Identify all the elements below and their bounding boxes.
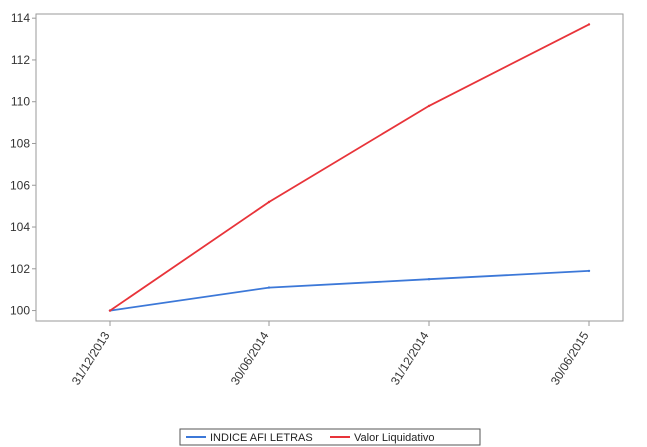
- legend-label: INDICE AFI LETRAS: [210, 432, 313, 444]
- series-layer: [108, 23, 591, 312]
- y-tick-label: 112: [11, 53, 30, 67]
- y-tick-label: 104: [10, 220, 30, 234]
- data-point: [587, 269, 591, 273]
- data-point: [267, 200, 271, 204]
- series-line-0: [109, 270, 590, 312]
- x-tick-label: 31/12/2013: [69, 329, 113, 388]
- x-tick-label: 30/06/2014: [228, 329, 272, 388]
- y-tick-label: 100: [10, 304, 30, 318]
- y-tick-label: 110: [11, 95, 30, 109]
- x-tick-label: 30/06/2015: [548, 329, 592, 388]
- legend-label: Valor Liquidativo: [354, 432, 435, 444]
- data-point: [427, 278, 431, 281]
- series-line-1: [109, 23, 590, 312]
- data-point: [108, 309, 112, 312]
- legend: INDICE AFI LETRAS Valor Liquidativo: [179, 428, 481, 446]
- y-tick-label: 106: [10, 178, 30, 192]
- data-point: [267, 286, 271, 289]
- y-tick-label: 102: [10, 262, 30, 276]
- plot-frame: [35, 13, 624, 322]
- x-tick-label: 31/12/2014: [388, 329, 432, 388]
- data-point: [587, 23, 591, 26]
- y-tick-label: 114: [11, 11, 30, 25]
- y-tick-label: 108: [10, 136, 30, 150]
- data-point: [427, 104, 431, 108]
